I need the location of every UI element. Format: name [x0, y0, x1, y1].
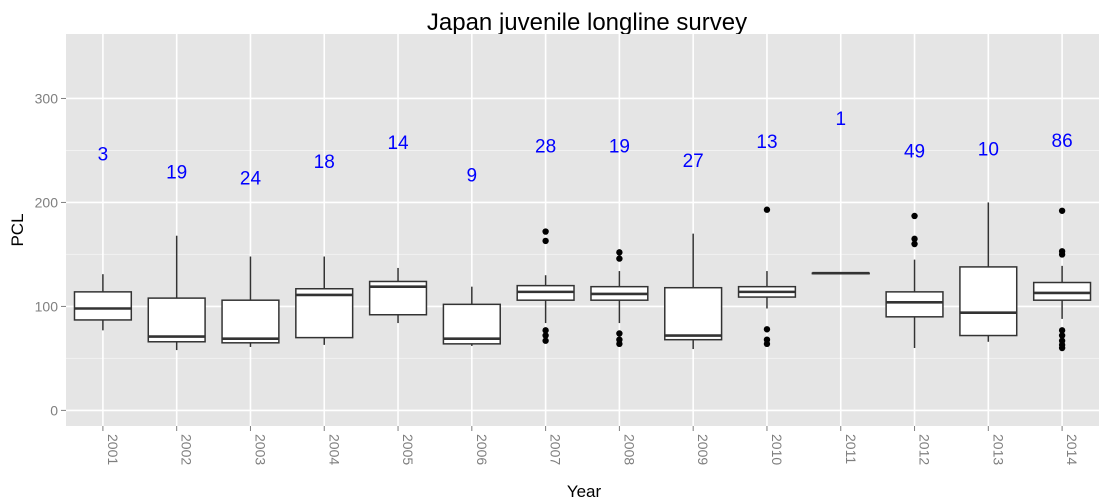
box-2002	[147, 235, 206, 351]
x-tick-label: 2007	[548, 434, 564, 465]
n-label-2005: 14	[387, 133, 409, 154]
n-label-2011: 1	[835, 109, 846, 130]
y-tick-label: 100	[35, 298, 59, 314]
x-tick-label: 2014	[1064, 434, 1080, 465]
box-rect	[959, 266, 1018, 337]
outlier-point	[1058, 251, 1066, 258]
x-tick-label: 2011	[843, 434, 859, 464]
outlier-point	[542, 332, 549, 339]
n-label-2001: 3	[98, 145, 109, 166]
y-axis: 0 100 200 300	[35, 90, 66, 418]
outlier-point	[542, 237, 549, 245]
x-tick-label: 2004	[326, 434, 342, 465]
y-tick-label: 300	[35, 90, 59, 106]
box-rect	[664, 286, 723, 341]
box-rect	[1032, 281, 1092, 301]
x-axis: 2001 2002 2003 2004 2005 2006 2007 2008 2009 2010…	[102, 426, 1080, 465]
box-2007	[516, 228, 575, 344]
x-tick-label: 2002	[179, 434, 195, 465]
boxes	[73, 202, 1092, 352]
outlier-point	[542, 327, 549, 334]
box-2011	[811, 271, 870, 275]
y-axis-label: PCL	[8, 213, 27, 246]
n-label-2014: 86	[1052, 131, 1073, 152]
outlier-point	[542, 337, 549, 344]
x-tick-label: 2012	[917, 434, 933, 465]
n-label-2013: 10	[978, 139, 999, 160]
n-label-2003: 24	[240, 168, 262, 189]
outlier-point	[616, 249, 623, 256]
x-tick-label: 2009	[695, 434, 711, 465]
outlier-point	[1058, 344, 1066, 352]
chart-title: Japan juvenile longline survey	[427, 9, 747, 36]
outlier-point	[542, 228, 549, 235]
x-tick-label: 2005	[400, 434, 416, 465]
outlier-point	[1058, 207, 1066, 214]
box-rect	[73, 291, 133, 321]
box-2009	[664, 233, 723, 350]
n-label-2012: 49	[904, 141, 925, 162]
box-2010	[737, 206, 797, 348]
n-label-2010: 13	[756, 132, 777, 153]
x-tick-label: 2003	[252, 434, 268, 465]
x-tick-label: 2006	[474, 434, 490, 465]
x-axis-label: Year	[567, 482, 602, 501]
n-label-2004: 18	[314, 152, 335, 173]
n-label-2009: 27	[683, 151, 704, 172]
box-2013	[959, 202, 1018, 342]
plot-panel	[66, 34, 1099, 426]
outlier-point	[911, 235, 918, 243]
box-2003	[221, 256, 280, 347]
x-tick-label: 2008	[621, 434, 637, 465]
outlier-point	[1058, 327, 1066, 334]
y-tick-label: 0	[50, 402, 58, 418]
n-label-2008: 19	[609, 136, 630, 157]
box-rect	[221, 299, 280, 344]
x-tick-label: 2010	[769, 434, 785, 465]
box-2012	[885, 212, 944, 349]
outlier-point	[616, 340, 623, 348]
outlier-point	[763, 326, 771, 333]
box-2006	[442, 286, 501, 346]
box-rect	[147, 297, 206, 343]
outlier-point	[1058, 332, 1066, 339]
outlier-point	[616, 255, 623, 262]
box-2014	[1032, 207, 1092, 352]
x-tick-label: 2013	[990, 434, 1006, 465]
y-tick-label: 200	[35, 194, 59, 210]
outlier-point	[911, 212, 918, 220]
box-2008	[590, 249, 649, 348]
box-rect	[295, 287, 354, 339]
outlier-point	[616, 330, 623, 337]
outlier-point	[763, 340, 771, 348]
n-label-2006: 9	[467, 165, 478, 186]
box-2005	[368, 267, 428, 324]
x-tick-label: 2001	[105, 434, 121, 465]
outlier-point	[911, 240, 918, 248]
box-rect	[442, 303, 501, 345]
n-label-2002: 19	[166, 162, 187, 183]
outlier-point	[763, 206, 771, 213]
n-label-2007: 28	[535, 136, 556, 157]
box-2001	[73, 274, 133, 331]
box-2004	[295, 256, 354, 345]
box-rect	[885, 291, 944, 318]
